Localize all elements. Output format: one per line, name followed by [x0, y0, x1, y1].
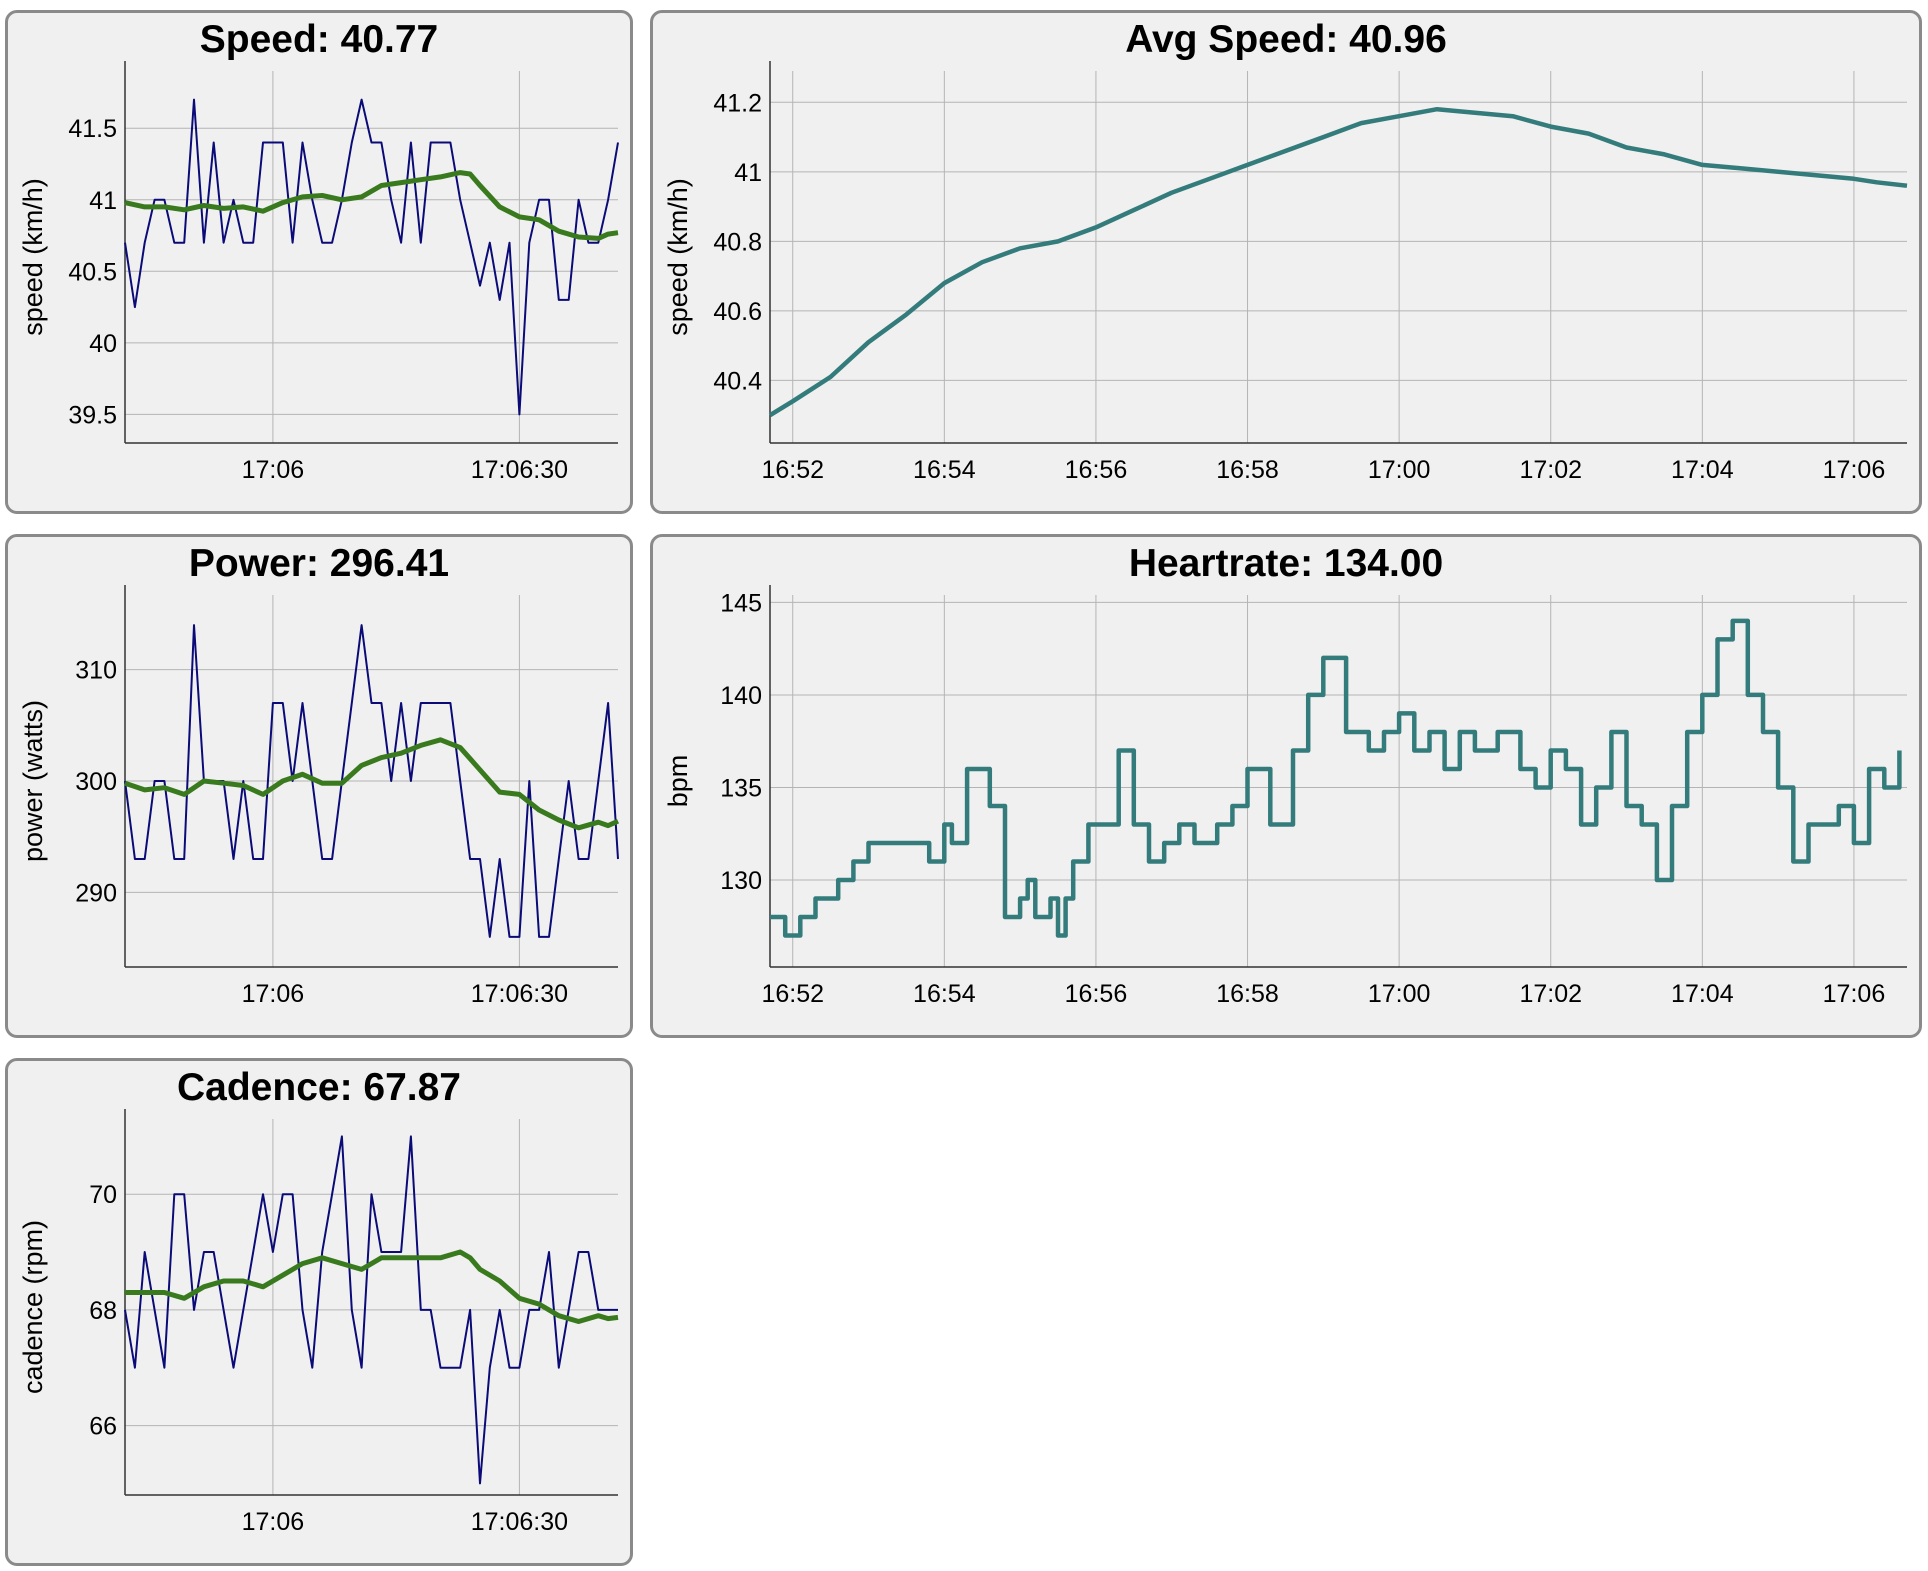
heartrate-chart: 130 135 140 145 16:52 16:54 16:56 16:58 17:00 17:… [663, 585, 1907, 1008]
x-tick-label: 16:52 [761, 980, 824, 1008]
y-tick-label: 135 [720, 774, 762, 802]
heartrate-chart-title: Heartrate: 134.00 [1128, 542, 1444, 585]
x-tick-label: 17:06:30 [471, 456, 568, 484]
y-tick-label: 41 [89, 187, 117, 215]
x-tick-label: 16:54 [913, 456, 976, 484]
y-axis-label: power (watts) [18, 700, 48, 862]
avg-speed-chart-title: Avg Speed: 40.96 [1125, 18, 1447, 61]
y-tick-label: 41 [734, 159, 762, 187]
x-tick-label: 17:06 [242, 1508, 305, 1536]
speed-panel: Speed: 40.77 39.5 40 40.5 41 41.5 17:06 17:06:… [5, 10, 633, 514]
y-tick-label: 40.4 [713, 367, 762, 395]
y-tick-label: 290 [75, 879, 117, 907]
x-tick-label: 17:06 [242, 456, 305, 484]
y-tick-label: 40.6 [713, 298, 762, 326]
x-tick-label: 17:06 [1823, 456, 1886, 484]
x-tick-label: 17:06:30 [471, 1508, 568, 1536]
x-tick-label: 16:56 [1065, 456, 1128, 484]
avg-speed-chart: 40.4 40.6 40.8 41 41.2 16:52 16:54 16:56 16:58 17… [663, 61, 1908, 484]
y-axis-label: speed (km/h) [663, 178, 693, 336]
x-tick-label: 16:58 [1216, 456, 1279, 484]
power-chart: 290 300 310 17:06 17:06:30 power (watts) [18, 585, 620, 1008]
y-tick-label: 68 [89, 1297, 117, 1325]
y-axis-label: speed (km/h) [18, 178, 48, 336]
x-tick-label: 16:52 [761, 456, 824, 484]
series-line [124, 1135, 618, 1485]
y-tick-label: 70 [89, 1181, 117, 1209]
y-tick-label: 40.8 [713, 228, 762, 256]
y-tick-label: 39.5 [68, 401, 117, 429]
cadence-chart-title: Cadence: 67.87 [177, 1066, 461, 1109]
heartrate-panel: Heartrate: 134.00 130 135 140 145 16:52 16:54… [650, 534, 1922, 1038]
avg-speed-panel: Avg Speed: 40.96 40.4 40.6 40.8 41 41.2 16:52… [650, 10, 1922, 514]
y-tick-label: 41.2 [713, 89, 762, 117]
y-axis-label: cadence (rpm) [18, 1220, 48, 1394]
smoothed-series-line [124, 737, 620, 831]
y-axis-label: bpm [663, 755, 693, 808]
x-tick-label: 17:04 [1671, 980, 1734, 1008]
cadence-panel: Cadence: 67.87 66 68 70 17:06 17:06:30 cadenc… [5, 1058, 633, 1566]
y-tick-label: 145 [720, 589, 762, 617]
series-line [770, 618, 1902, 938]
series-line [124, 98, 619, 416]
y-tick-label: 300 [75, 768, 117, 796]
x-tick-label: 17:06 [1823, 980, 1886, 1008]
x-tick-label: 17:02 [1519, 980, 1582, 1008]
y-tick-label: 41.5 [68, 115, 117, 143]
x-tick-label: 16:54 [913, 980, 976, 1008]
y-tick-label: 40 [89, 330, 117, 358]
speed-chart-title: Speed: 40.77 [199, 18, 439, 61]
x-tick-label: 17:00 [1368, 456, 1431, 484]
speed-chart: 39.5 40 40.5 41 41.5 17:06 17:06:30 speed (km/h… [18, 61, 619, 484]
y-tick-label: 66 [89, 1413, 117, 1441]
series-line [768, 106, 1908, 418]
smoothed-series-line [125, 1249, 619, 1324]
x-tick-label: 17:00 [1368, 980, 1431, 1008]
power-panel: Power: 296.41 290 300 310 17:06 17:06:30 powe… [5, 534, 633, 1038]
x-tick-label: 16:56 [1065, 980, 1128, 1008]
x-tick-label: 17:02 [1519, 456, 1582, 484]
y-tick-label: 40.5 [68, 258, 117, 286]
x-tick-label: 17:06 [242, 980, 305, 1008]
y-tick-label: 310 [75, 657, 117, 685]
x-tick-label: 17:06:30 [471, 980, 568, 1008]
y-tick-label: 130 [720, 867, 762, 895]
x-tick-label: 17:04 [1671, 456, 1734, 484]
y-tick-label: 140 [720, 682, 762, 710]
smoothed-series-line [124, 170, 619, 241]
power-chart-title: Power: 296.41 [188, 542, 450, 585]
x-tick-label: 16:58 [1216, 980, 1279, 1008]
cadence-chart: 66 68 70 17:06 17:06:30 cadence (rpm) [18, 1109, 619, 1536]
